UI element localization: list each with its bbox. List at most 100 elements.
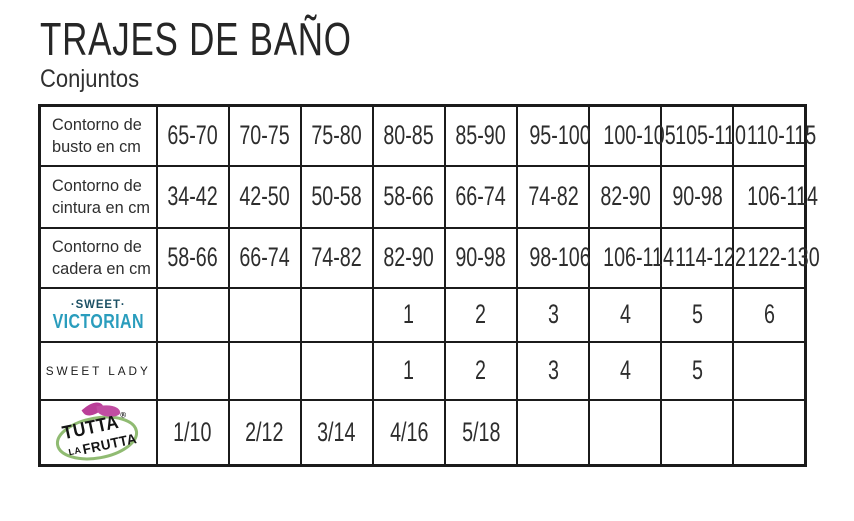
cell-value: 58-66: [383, 181, 435, 212]
cell-value: 82-90: [383, 242, 435, 273]
cell-value: 4/16: [389, 416, 429, 447]
table-cell: [155, 340, 230, 401]
table-cell: 1/10: [155, 398, 230, 467]
table-row-busto: Contorno de busto en cm 65-70 70-75 75-8…: [38, 104, 817, 167]
table-cell: 110-115: [732, 104, 817, 167]
table-cell: 80-85: [371, 104, 446, 167]
table-cell: [155, 286, 230, 343]
table-cell: 122-130: [732, 226, 820, 289]
cell-value: 66-74: [455, 181, 507, 212]
table-cell: [227, 340, 302, 401]
cell-value: 105-110: [675, 120, 747, 151]
row-label-line: Contorno de: [52, 115, 142, 135]
table-cell: [299, 340, 374, 401]
table-cell: 74-82: [299, 226, 374, 289]
table-cell: 3: [516, 340, 591, 401]
size-chart-table: Contorno de busto en cm 65-70 70-75 75-8…: [38, 104, 820, 468]
sweet-lady-logo: SWEET LADY: [45, 363, 151, 378]
cell-value: 1: [403, 355, 415, 386]
cell-value: 122-130: [747, 242, 821, 273]
brand-logo-cell: ·SWEET· VICTORIAN: [38, 286, 158, 343]
table-row-sweet-victorian: ·SWEET· VICTORIAN 1 2 3 4 5 6: [38, 286, 807, 343]
row-label-line: Contorno de: [52, 175, 142, 195]
cell-value: 70-75: [239, 120, 290, 151]
cell-value: 50-58: [311, 181, 362, 212]
page-subtitle: Conjuntos: [40, 64, 140, 93]
table-cell: 66-74: [443, 164, 519, 229]
cell-value: 42-50: [239, 181, 290, 212]
cell-value: 1: [403, 299, 415, 330]
cell-value: 2: [475, 355, 487, 386]
cell-value: 114-122: [675, 242, 747, 273]
cell-value: 100-105: [603, 120, 676, 151]
table-cell: 82-90: [371, 226, 446, 289]
cell-value: 2/12: [245, 416, 284, 447]
cell-value: 75-80: [311, 120, 362, 151]
table-cell: 100-105: [588, 104, 676, 167]
table-cell: 2: [443, 286, 519, 343]
cell-value: 3: [547, 355, 559, 386]
table-cell: 98-106: [516, 226, 591, 289]
cell-value: 66-74: [239, 242, 290, 273]
table-cell: 90-98: [660, 164, 735, 229]
cell-value: 95-100: [529, 120, 591, 151]
table-cell: 95-100: [516, 104, 591, 167]
table-cell: 4/16: [371, 398, 446, 467]
table-cell: 5/18: [443, 398, 519, 467]
cell-value: 5/18: [461, 416, 501, 447]
table-cell: 2/12: [227, 398, 302, 467]
row-label-cadera: Contorno de cadera en cm: [38, 226, 158, 289]
sweet-victorian-logo-top: ·SWEET·: [70, 296, 126, 311]
cell-value: 85-90: [455, 120, 507, 151]
row-label-line: Contorno de: [52, 236, 142, 256]
table-cell: 3: [516, 286, 591, 343]
table-cell: 34-42: [155, 164, 230, 229]
sweet-victorian-logo: ·SWEET· VICTORIAN: [41, 298, 156, 332]
table-cell: 90-98: [443, 226, 519, 289]
table-cell: [299, 286, 374, 343]
green-ellipse-icon: [56, 415, 139, 461]
table-cell: 2: [443, 340, 519, 401]
row-label-line: busto en cm: [52, 136, 141, 156]
cell-value: 106-114: [603, 242, 675, 273]
cell-value: 2: [475, 299, 487, 330]
cell-value: 3/14: [317, 416, 356, 447]
tutta-la-frutta-logo: TUTTA® LAFRUTTA: [46, 398, 150, 463]
cell-value: 82-90: [599, 181, 651, 212]
table-row-cintura: Contorno de cintura en cm 34-42 42-50 50…: [38, 164, 818, 229]
page-title: TRAJES DE BAÑO: [40, 13, 352, 65]
cell-value: 6: [763, 299, 775, 330]
cell-value: 65-70: [167, 120, 218, 151]
table-cell: 105-110: [660, 104, 746, 167]
cell-value: 4: [619, 299, 631, 330]
row-label-busto: Contorno de busto en cm: [38, 104, 158, 167]
table-cell: [516, 398, 591, 467]
table-cell: 70-75: [227, 104, 302, 167]
brand-logo-cell: TUTTA® LAFRUTTA: [38, 398, 158, 467]
row-label-line: cadera en cm: [52, 258, 151, 278]
cell-value: 90-98: [455, 242, 507, 273]
table-row-cadera: Contorno de cadera en cm 58-66 66-74 74-…: [38, 226, 820, 289]
cell-value: 4: [619, 355, 631, 386]
cell-value: 98-106: [529, 242, 591, 273]
row-label-line: cintura en cm: [52, 197, 150, 217]
cell-value: 5: [691, 299, 703, 330]
table-cell: 114-122: [660, 226, 746, 289]
table-cell: 5: [660, 340, 735, 401]
table-cell: 58-66: [371, 164, 446, 229]
cell-value: 106-114: [747, 181, 819, 212]
cell-value: 34-42: [167, 181, 218, 212]
table-cell: 1: [371, 340, 446, 401]
cell-value: 58-66: [167, 242, 218, 273]
table-cell: 74-82: [516, 164, 591, 229]
cell-value: 74-82: [527, 181, 579, 212]
size-chart-page: TRAJES DE BAÑO Conjuntos Contorno de bus…: [38, 13, 820, 468]
tutta-word2-prefix: LA: [67, 445, 83, 458]
table-cell: 42-50: [227, 164, 302, 229]
cell-value: 1/10: [173, 416, 212, 447]
table-cell: 75-80: [299, 104, 374, 167]
table-cell: 6: [732, 286, 807, 343]
table-cell: 5: [660, 286, 735, 343]
table-cell: 85-90: [443, 104, 519, 167]
table-cell: 65-70: [155, 104, 230, 167]
